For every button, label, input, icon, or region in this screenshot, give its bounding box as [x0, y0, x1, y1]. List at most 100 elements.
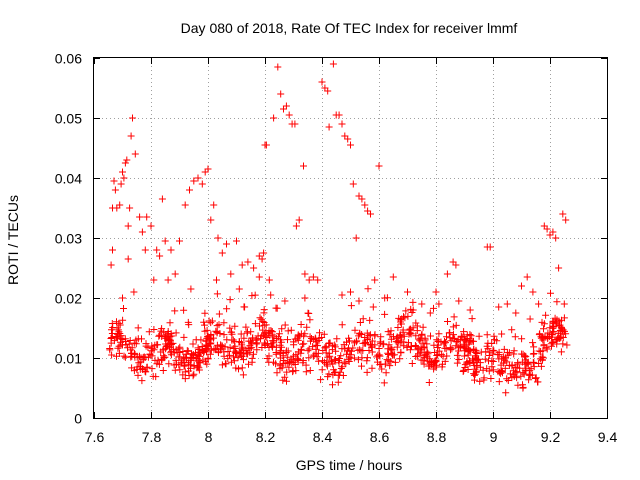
data-point-band — [530, 343, 538, 351]
data-point-band — [148, 347, 155, 355]
data-point — [113, 204, 121, 212]
data-point — [123, 156, 131, 164]
data-point-band — [222, 360, 230, 368]
data-point-band — [116, 321, 124, 329]
x-tick-label: 8.8 — [427, 429, 447, 445]
data-point — [503, 300, 511, 308]
data-point-band — [503, 358, 511, 366]
data-point-band — [294, 356, 302, 364]
data-point-band — [461, 361, 469, 369]
data-point-band — [456, 336, 464, 344]
data-point-band — [409, 298, 417, 306]
data-point-band — [406, 325, 414, 333]
data-point-band — [230, 353, 237, 361]
data-point-band — [206, 350, 214, 358]
data-point-band — [119, 316, 127, 324]
data-point — [107, 261, 115, 269]
data-point-band — [484, 339, 492, 347]
data-point-band — [510, 350, 518, 358]
data-point-band — [539, 334, 546, 342]
data-point-band — [299, 340, 306, 348]
data-point-band — [312, 349, 320, 357]
data-point-band — [304, 347, 312, 355]
data-point — [111, 186, 119, 194]
data-point — [349, 180, 357, 188]
data-point — [121, 159, 129, 167]
data-point-band — [165, 336, 173, 344]
data-point-band — [473, 356, 481, 364]
data-point-band — [215, 310, 223, 318]
data-point-band — [358, 354, 366, 362]
data-point — [161, 237, 169, 245]
data-point-band — [171, 307, 179, 315]
data-point-band — [397, 331, 404, 339]
data-point-band — [275, 330, 283, 338]
data-point-band — [202, 337, 210, 345]
data-point-band — [403, 343, 411, 351]
data-point — [375, 162, 383, 170]
data-point-band — [384, 328, 392, 336]
data-point-band — [447, 337, 455, 345]
data-point-band — [364, 335, 371, 343]
data-point-band — [485, 367, 493, 375]
data-point-band — [276, 362, 284, 370]
data-point-band — [417, 356, 425, 364]
data-point-band — [510, 372, 518, 380]
data-point-band — [460, 366, 468, 374]
data-point-band — [435, 330, 443, 338]
data-point-band — [272, 349, 280, 356]
data-point-band — [472, 346, 480, 354]
data-point-band — [405, 326, 413, 334]
data-point-band — [525, 376, 533, 384]
data-point-band — [498, 368, 506, 375]
data-point-band — [235, 365, 242, 373]
data-point-band — [424, 357, 432, 365]
data-point-band — [432, 363, 440, 371]
data-point-band — [466, 331, 474, 338]
data-point — [559, 210, 567, 218]
data-point-band — [270, 337, 278, 345]
data-point — [426, 309, 434, 317]
data-point-band — [368, 348, 376, 356]
data-point-band — [531, 375, 539, 382]
data-point-band — [197, 336, 205, 344]
data-point-band — [131, 353, 139, 361]
data-point-band — [338, 321, 346, 329]
data-point — [233, 237, 240, 245]
data-point — [124, 222, 132, 230]
data-point — [338, 291, 346, 299]
data-point-band — [258, 344, 266, 351]
data-point-band — [289, 367, 297, 375]
data-point-band — [218, 361, 226, 369]
data-point — [329, 60, 337, 68]
data-point — [124, 255, 132, 263]
data-point-band — [132, 340, 140, 348]
data-point-band — [323, 359, 331, 367]
data-point-band — [244, 328, 251, 336]
data-point — [325, 123, 333, 131]
data-point-band — [376, 361, 384, 369]
data-point-band — [368, 364, 376, 372]
data-point-band — [220, 331, 228, 339]
data-point-band — [359, 347, 367, 354]
data-point-band — [413, 327, 421, 335]
data-point-band — [356, 319, 364, 326]
data-point-band — [113, 324, 121, 332]
data-point-band — [504, 351, 512, 359]
data-point-band — [108, 334, 116, 341]
data-point-band — [537, 362, 545, 370]
y-tick-label: 0.04 — [55, 171, 82, 187]
data-point-band — [523, 359, 531, 367]
y-tick-label: 0.06 — [55, 51, 82, 67]
data-point-band — [347, 351, 355, 359]
data-point — [389, 273, 397, 281]
data-point-band — [553, 340, 561, 348]
data-point-band — [401, 314, 409, 322]
data-point — [369, 303, 377, 311]
data-point-band — [363, 357, 371, 365]
data-point-band — [453, 337, 461, 345]
data-point-band — [559, 340, 567, 348]
data-point-band — [223, 336, 231, 344]
data-point-band — [180, 333, 188, 341]
data-point — [126, 204, 134, 212]
